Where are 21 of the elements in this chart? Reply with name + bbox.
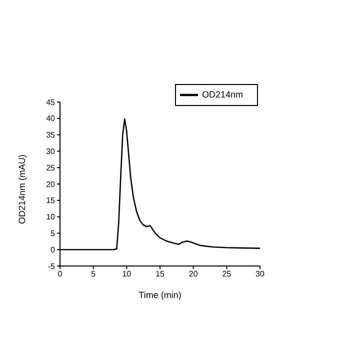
y-tick-label: -5 (48, 262, 56, 271)
y-tick-label: 35 (46, 130, 56, 140)
y-tick-label: 5 (50, 229, 56, 238)
x-tick-label: 5 (91, 270, 96, 279)
x-axis-title: Time (min) (138, 290, 182, 300)
legend-label: OD214nm (202, 89, 243, 100)
x-tick-label: 0 (58, 270, 63, 279)
x-tick-label: 15 (156, 270, 165, 279)
y-tick-label: 45 (46, 98, 56, 107)
y-axis-title: OD214nm (mAU) (17, 154, 28, 224)
x-tick-label: 30 (256, 270, 265, 279)
y-tick-label: 40 (46, 114, 56, 124)
y-tick-label: 20 (46, 180, 56, 189)
y-tick-label: 15 (46, 196, 56, 206)
x-tick-label: 25 (222, 270, 232, 279)
y-tick-label: 25 (46, 163, 56, 172)
y-tick-label: 10 (46, 212, 56, 222)
x-tick-label: 20 (188, 270, 198, 279)
y-tick-label: 0 (50, 245, 56, 254)
y-tick-label: 30 (46, 147, 56, 156)
x-tick-label: 10 (122, 270, 132, 279)
